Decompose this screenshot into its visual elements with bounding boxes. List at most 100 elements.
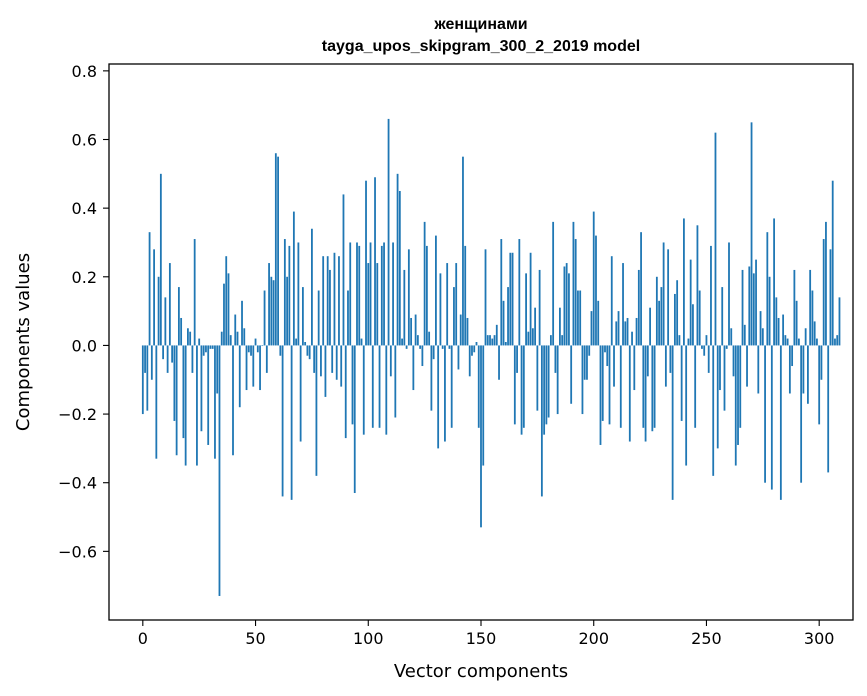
bar (491, 338, 494, 346)
bar (146, 345, 149, 411)
bar (827, 345, 830, 473)
bar (279, 345, 282, 356)
bar (435, 235, 437, 346)
bar (610, 256, 613, 346)
bar (834, 338, 836, 346)
bar (247, 345, 250, 353)
bar (507, 287, 509, 346)
bar (398, 190, 401, 346)
bar (196, 345, 198, 466)
bar (446, 263, 449, 346)
bar (696, 225, 699, 346)
bar (563, 266, 566, 346)
bar (604, 345, 606, 353)
bar (141, 345, 144, 415)
bar (520, 345, 523, 435)
bar (475, 342, 478, 346)
bar (703, 345, 706, 356)
bar (270, 276, 273, 346)
bar (831, 180, 834, 346)
bar (518, 239, 521, 346)
bar (766, 232, 769, 346)
bar (820, 345, 823, 380)
bar (809, 269, 812, 346)
bar (209, 345, 212, 349)
bar (155, 345, 158, 459)
bar (813, 321, 816, 346)
y-tick-label: −0.2 (58, 405, 97, 424)
bar (473, 345, 476, 353)
bar (556, 345, 559, 415)
y-axis: −0.6 −0.4 −0.2 0.0 0.2 0.4 0.6 0.8 (58, 62, 109, 561)
bar (236, 331, 239, 346)
bar (545, 345, 548, 425)
bar (655, 276, 658, 346)
bar (816, 338, 818, 346)
bar (592, 211, 595, 346)
bar (466, 317, 469, 346)
bar (401, 338, 403, 346)
bar (495, 324, 498, 346)
bar (371, 345, 374, 428)
bar-series (141, 118, 841, 596)
bar (671, 345, 674, 500)
bar (502, 300, 505, 346)
bar (633, 345, 636, 391)
bar (559, 307, 561, 346)
bar (581, 345, 584, 415)
bar (791, 345, 794, 367)
bar (256, 345, 259, 353)
bar (788, 345, 791, 394)
bar (676, 280, 679, 346)
bar (164, 297, 167, 346)
bar (241, 300, 243, 346)
bar (265, 345, 268, 373)
bar (807, 345, 809, 404)
bar (608, 345, 611, 425)
bar (529, 252, 532, 346)
bar (637, 269, 640, 346)
bar (642, 345, 645, 428)
bar (536, 345, 539, 411)
bar (723, 345, 726, 411)
bar (432, 345, 435, 360)
bar (786, 338, 789, 346)
bar (387, 118, 390, 346)
bar (457, 345, 460, 370)
bar (214, 345, 216, 459)
bar (331, 345, 334, 373)
bar (493, 335, 496, 346)
chart-title-line2: tayga_upos_skipgram_300_2_2019 model (322, 38, 640, 55)
bar (658, 300, 661, 346)
bar (779, 345, 782, 500)
chart-title-line1: женщинами (433, 16, 527, 33)
x-tick-label: 0 (138, 629, 148, 648)
bar (419, 345, 422, 349)
bar (622, 263, 624, 346)
bar (324, 345, 327, 397)
bar (793, 269, 796, 346)
bar (315, 345, 318, 476)
bar (721, 287, 724, 346)
bar (527, 331, 530, 346)
bar (631, 331, 633, 346)
bar (389, 345, 392, 377)
bar (227, 273, 230, 346)
bar (572, 221, 575, 346)
bar (705, 335, 708, 346)
bar (615, 321, 618, 346)
bar (728, 242, 730, 346)
bar (626, 317, 629, 346)
bar (344, 345, 347, 439)
x-tick-label: 300 (804, 629, 835, 648)
bar (768, 276, 771, 346)
bar (455, 263, 458, 346)
bar (437, 345, 440, 449)
bar (748, 266, 751, 346)
bar (308, 345, 311, 360)
bar (653, 345, 656, 428)
bar (216, 345, 219, 394)
bar (649, 307, 651, 346)
bar (770, 345, 773, 490)
bar (685, 345, 688, 466)
